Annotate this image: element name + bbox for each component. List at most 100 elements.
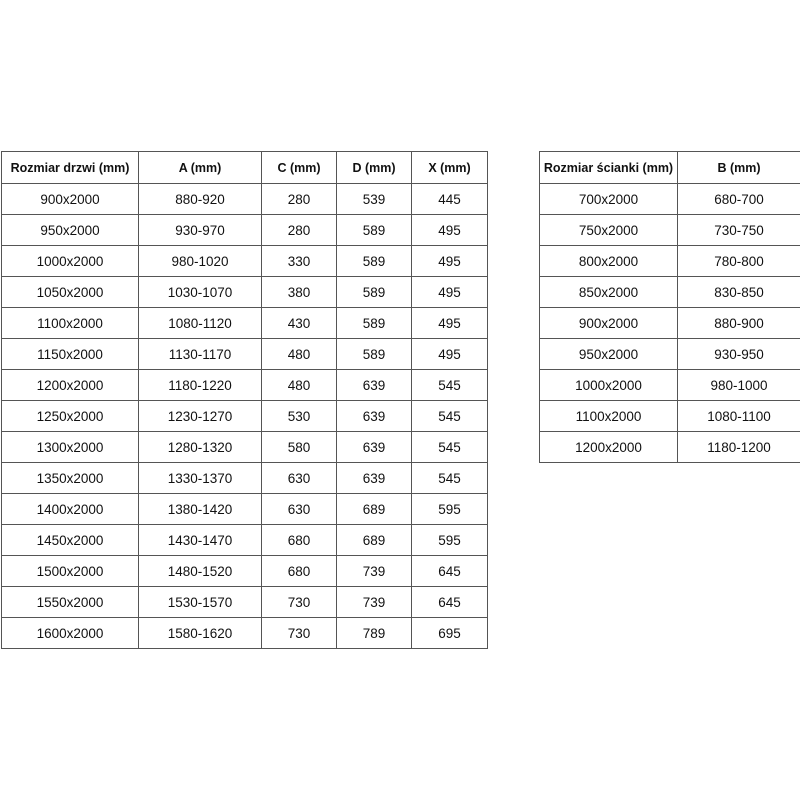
table-cell: 980-1000 <box>677 369 800 401</box>
table-row: 1250x2000 1230-1270 530 639 545 <box>1 400 488 432</box>
table-cell: 380 <box>261 276 337 308</box>
table-cell: 900x2000 <box>1 183 139 215</box>
table-cell: 589 <box>336 245 412 277</box>
table-row: 1000x2000 980-1000 <box>539 369 800 401</box>
table-cell: 1050x2000 <box>1 276 139 308</box>
table-header-row: Rozmiar ścianki (mm) B (mm) <box>539 151 800 184</box>
table-cell: 930-970 <box>138 214 262 246</box>
table-cell: 800x2000 <box>539 245 678 277</box>
table-cell: 580 <box>261 431 337 463</box>
table-cell: 445 <box>411 183 488 215</box>
table-row: 700x2000 680-700 <box>539 183 800 215</box>
table-cell: 545 <box>411 431 488 463</box>
table-cell: 545 <box>411 369 488 401</box>
table-cell: 789 <box>336 617 412 649</box>
table-cell: 689 <box>336 524 412 556</box>
table-cell: 545 <box>411 400 488 432</box>
table-cell: 680 <box>261 524 337 556</box>
table-cell: 980-1020 <box>138 245 262 277</box>
table-cell: 480 <box>261 369 337 401</box>
table-cell: 495 <box>411 276 488 308</box>
table-cell: 1200x2000 <box>539 431 678 463</box>
table-row: 950x2000 930-950 <box>539 338 800 370</box>
table-cell: 1230-1270 <box>138 400 262 432</box>
table-cell: 739 <box>336 555 412 587</box>
table-cell: 880-920 <box>138 183 262 215</box>
column-header: X (mm) <box>411 151 488 184</box>
table-cell: 850x2000 <box>539 276 678 308</box>
table-row: 1450x2000 1430-1470 680 689 595 <box>1 524 488 556</box>
table-cell: 880-900 <box>677 307 800 339</box>
table-cell: 1530-1570 <box>138 586 262 618</box>
table-cell: 1500x2000 <box>1 555 139 587</box>
column-header: C (mm) <box>261 151 337 184</box>
table-cell: 1000x2000 <box>1 245 139 277</box>
table-cell: 950x2000 <box>539 338 678 370</box>
table-cell: 530 <box>261 400 337 432</box>
table-cell: 639 <box>336 462 412 494</box>
table-row: 1500x2000 1480-1520 680 739 645 <box>1 555 488 587</box>
table-row: 1400x2000 1380-1420 630 689 595 <box>1 493 488 525</box>
table-cell: 630 <box>261 493 337 525</box>
table-cell: 595 <box>411 524 488 556</box>
table-cell: 1430-1470 <box>138 524 262 556</box>
table-cell: 589 <box>336 214 412 246</box>
table-row: 750x2000 730-750 <box>539 214 800 246</box>
table-cell: 1080-1120 <box>138 307 262 339</box>
table-cell: 1080-1100 <box>677 400 800 432</box>
table-cell: 739 <box>336 586 412 618</box>
wall-size-table: Rozmiar ścianki (mm) B (mm) 700x2000 680-7… <box>539 151 800 463</box>
table-cell: 639 <box>336 431 412 463</box>
table-cell: 589 <box>336 338 412 370</box>
table-cell: 689 <box>336 493 412 525</box>
table-row: 1050x2000 1030-1070 380 589 495 <box>1 276 488 308</box>
column-header: D (mm) <box>336 151 412 184</box>
table-cell: 730-750 <box>677 214 800 246</box>
table-cell: 1300x2000 <box>1 431 139 463</box>
table-cell: 900x2000 <box>539 307 678 339</box>
table-row: 950x2000 930-970 280 589 495 <box>1 214 488 246</box>
table-cell: 700x2000 <box>539 183 678 215</box>
table-row: 1350x2000 1330-1370 630 639 545 <box>1 462 488 494</box>
table-row: 1600x2000 1580-1620 730 789 695 <box>1 617 488 649</box>
table-cell: 730 <box>261 586 337 618</box>
table-cell: 639 <box>336 369 412 401</box>
table-cell: 680 <box>261 555 337 587</box>
table-cell: 695 <box>411 617 488 649</box>
table-cell: 1580-1620 <box>138 617 262 649</box>
table-cell: 645 <box>411 555 488 587</box>
door-size-table: Rozmiar drzwi (mm) A (mm) C (mm) D (mm) X (m… <box>1 151 488 649</box>
table-cell: 830-850 <box>677 276 800 308</box>
table-row: 1200x2000 1180-1200 <box>539 431 800 463</box>
table-cell: 780-800 <box>677 245 800 277</box>
table-cell: 480 <box>261 338 337 370</box>
table-cell: 1000x2000 <box>539 369 678 401</box>
table-row: 1150x2000 1130-1170 480 589 495 <box>1 338 488 370</box>
table-row: 900x2000 880-920 280 539 445 <box>1 183 488 215</box>
table-cell: 430 <box>261 307 337 339</box>
table-cell: 330 <box>261 245 337 277</box>
table-cell: 545 <box>411 462 488 494</box>
table-cell: 1600x2000 <box>1 617 139 649</box>
table-cell: 495 <box>411 214 488 246</box>
table-cell: 280 <box>261 183 337 215</box>
table-row: 1000x2000 980-1020 330 589 495 <box>1 245 488 277</box>
table-row: 1300x2000 1280-1320 580 639 545 <box>1 431 488 463</box>
table-cell: 595 <box>411 493 488 525</box>
column-header: Rozmiar drzwi (mm) <box>1 151 139 184</box>
table-cell: 1400x2000 <box>1 493 139 525</box>
table-cell: 539 <box>336 183 412 215</box>
table-cell: 589 <box>336 307 412 339</box>
table-cell: 1380-1420 <box>138 493 262 525</box>
table-row: 1100x2000 1080-1100 <box>539 400 800 432</box>
table-cell: 495 <box>411 245 488 277</box>
column-header: Rozmiar ścianki (mm) <box>539 151 678 184</box>
table-cell: 930-950 <box>677 338 800 370</box>
table-cell: 950x2000 <box>1 214 139 246</box>
table-cell: 495 <box>411 307 488 339</box>
table-row: 800x2000 780-800 <box>539 245 800 277</box>
table-cell: 1450x2000 <box>1 524 139 556</box>
table-cell: 1180-1220 <box>138 369 262 401</box>
table-cell: 730 <box>261 617 337 649</box>
table-cell: 1550x2000 <box>1 586 139 618</box>
